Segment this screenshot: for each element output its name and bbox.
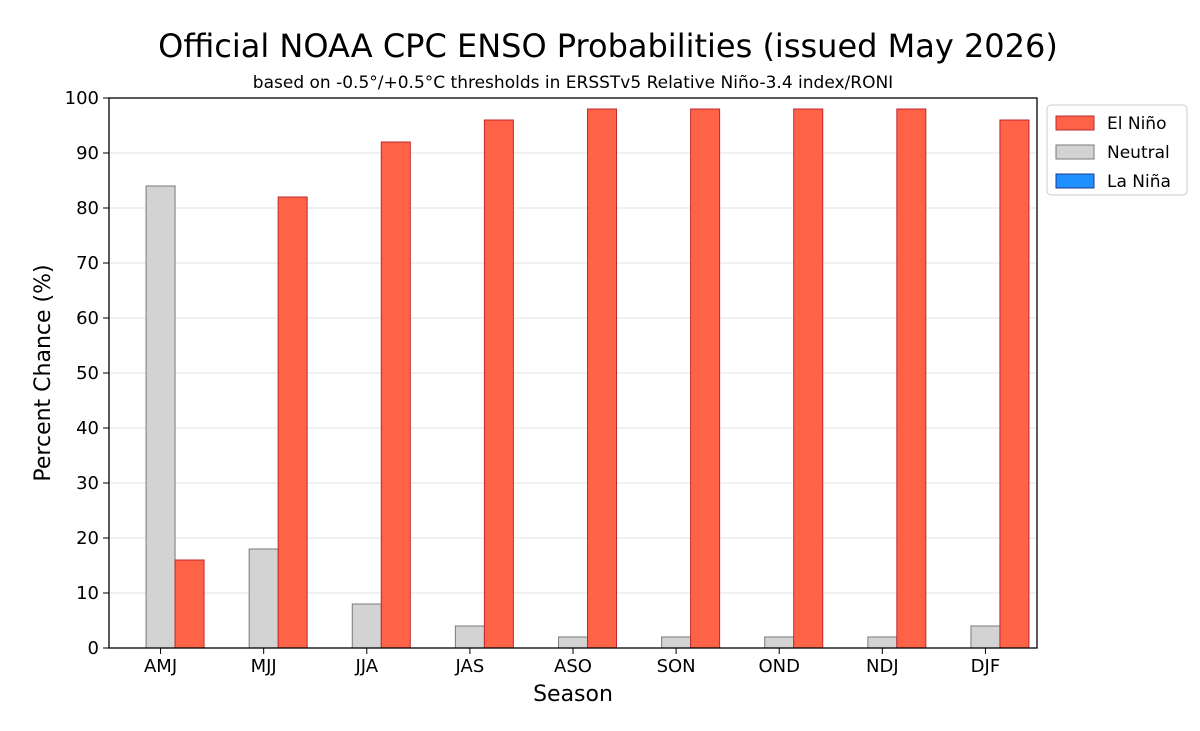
bar-el-nino-jja [380,141,411,649]
bar-neutral-ndj [867,636,898,649]
x-tick-label: OND [758,656,800,677]
bar-el-nino-ndj [896,108,927,649]
x-tick-label: MJJ [251,656,277,677]
legend-swatch-la-nina [1055,173,1095,189]
bar-neutral-jja [351,603,382,649]
legend-swatch-el-nino [1055,115,1095,131]
legend-swatch-neutral [1055,144,1095,160]
x-tick-label: DJF [971,656,1001,677]
y-tick-label: 100 [65,88,99,109]
y-tick-label: 40 [76,418,99,439]
y-tick-label: 60 [76,308,99,329]
y-tick-label: 70 [76,253,99,274]
legend-label-neutral: Neutral [1107,143,1170,163]
bar-neutral-son [661,636,692,649]
y-tick-label: 0 [88,638,99,659]
y-axis: 0 10 20 30 40 50 60 70 80 90 100 [65,88,109,659]
y-tick-label: 80 [76,198,99,219]
x-axis: AMJ MJJ JJA JAS ASO SON OND NDJ DJF [144,648,1000,677]
chart-subtitle: based on -0.5°/+0.5°C thresholds in ERSS… [252,73,894,93]
bar-el-nino-jas [483,119,514,649]
x-tick-label: SON [657,656,696,677]
y-tick-label: 90 [76,143,99,164]
bar-neutral-mjj [248,548,279,649]
legend-label-el-nino: El Niño [1107,114,1166,134]
x-tick-label: ASO [554,656,592,677]
bar-el-nino-ond [793,108,824,649]
bar-neutral-aso [558,636,588,649]
x-tick-label: JAS [455,656,485,677]
x-tick-label: NDJ [866,656,899,677]
y-tick-label: 30 [76,473,99,494]
y-tick-label: 20 [76,528,99,549]
bar-neutral-ond [764,636,795,649]
y-tick-label: 10 [76,583,99,604]
x-tick-label: JJA [354,656,378,677]
y-axis-label: Percent Chance (%) [31,264,56,481]
x-axis-label: Season [533,682,613,707]
chart-title: Official NOAA CPC ENSO Probabilities (is… [158,27,1058,65]
bars [145,108,1030,649]
bar-el-nino-amj [174,559,205,649]
bar-el-nino-mjj [277,196,308,649]
x-tick-label: AMJ [144,656,177,677]
legend: El Niño Neutral La Niña [1046,104,1188,196]
bar-el-nino-son [690,108,721,649]
bar-el-nino-aso [587,108,617,649]
bar-neutral-amj [145,185,176,649]
legend-label-la-nina: La Niña [1107,172,1171,192]
bar-el-nino-djf [999,119,1030,649]
bar-neutral-djf [970,625,1001,649]
y-tick-label: 50 [76,363,99,384]
bar-neutral-jas [454,625,485,649]
